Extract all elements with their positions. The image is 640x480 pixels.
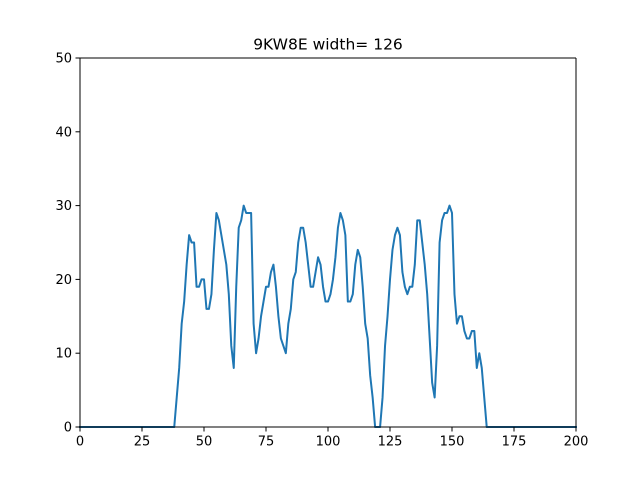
y-tick-label: 50 (55, 52, 72, 67)
y-tick-label: 0 (64, 421, 72, 436)
x-tick-label: 175 (502, 435, 527, 450)
plot-area: 0 25 50 75 100 125 150 175 200 0 10 20 30 40 50 (55, 52, 588, 450)
y-tick-label: 40 (55, 125, 72, 140)
y-tick-label: 20 (55, 273, 72, 288)
y-tick-label: 10 (55, 347, 72, 362)
x-tick-label: 50 (196, 435, 213, 450)
x-tick-label: 0 (76, 435, 84, 450)
x-tick-label: 25 (134, 435, 151, 450)
chart-title: 9KW8E width= 126 (253, 36, 403, 54)
x-tick-label: 75 (258, 435, 275, 450)
x-tick-label: 200 (564, 435, 589, 450)
y-tick-label: 30 (55, 199, 72, 214)
x-tick-label: 150 (440, 435, 465, 450)
x-tick-label: 125 (378, 435, 403, 450)
x-tick-label: 100 (316, 435, 341, 450)
